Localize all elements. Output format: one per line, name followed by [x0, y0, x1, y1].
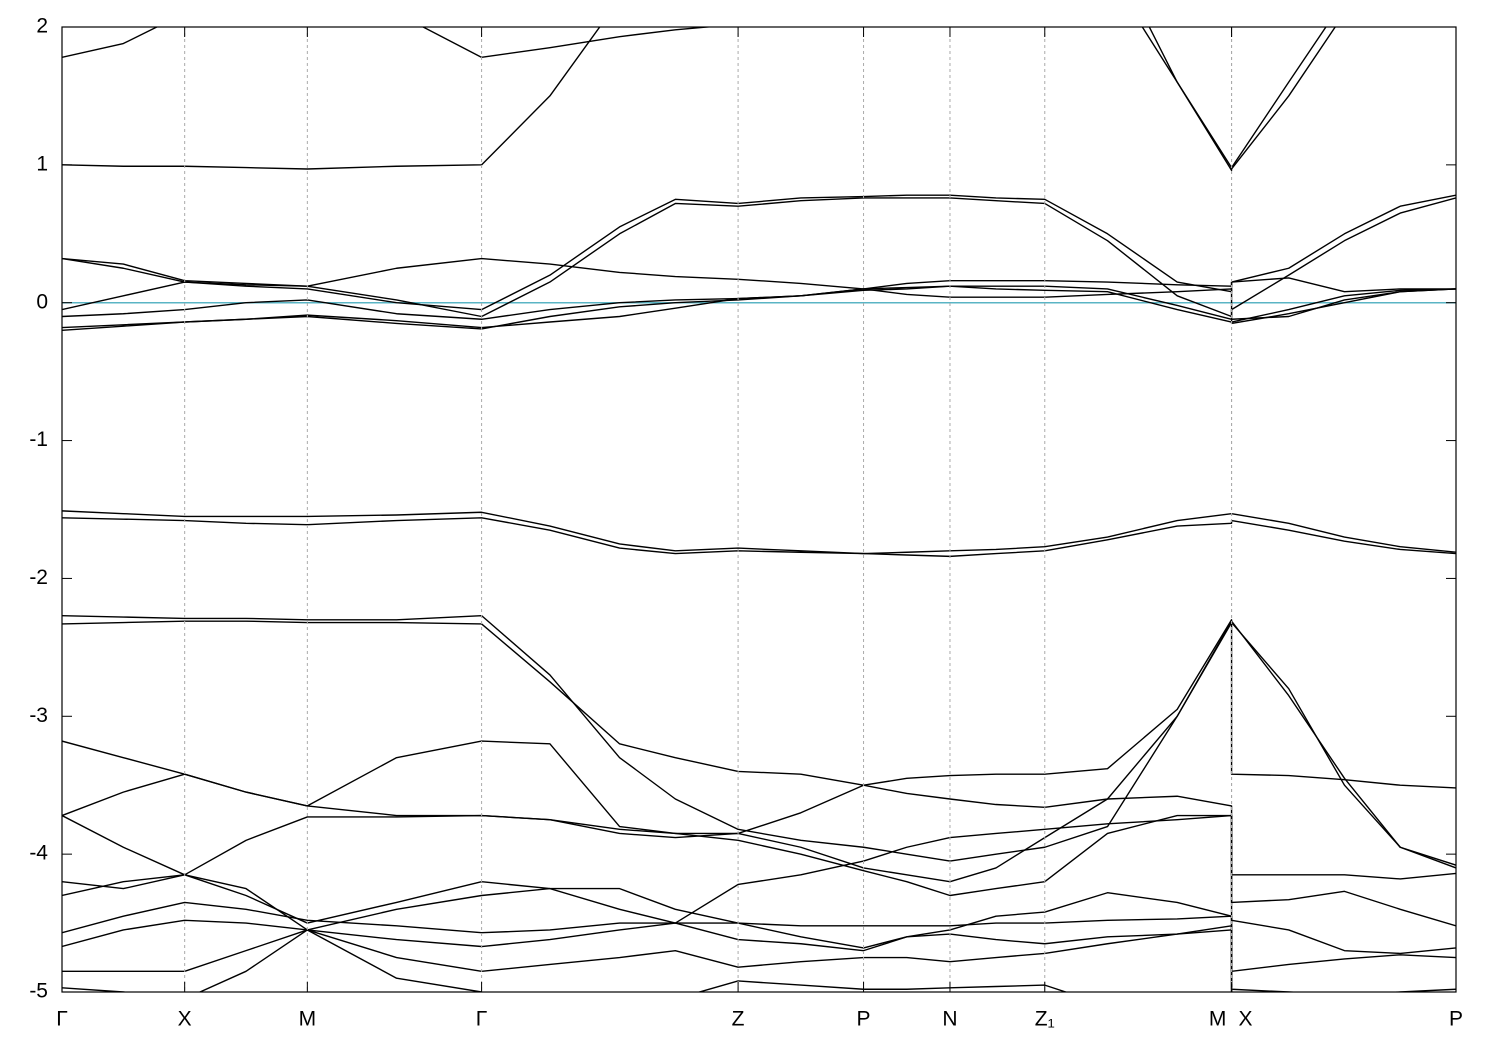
band-line — [62, 285, 1456, 331]
x-tick-label: P — [857, 1008, 871, 1031]
plot-border — [61, 26, 1457, 993]
band-line — [62, 510, 1456, 555]
band-line — [62, 619, 1456, 835]
y-tick-label: -5 — [29, 980, 48, 1003]
x-tick-label: X — [178, 1008, 192, 1031]
band-line — [62, 773, 1456, 883]
y-tick-label: -4 — [29, 842, 48, 865]
band-line — [62, 285, 1456, 330]
y-tick-label: 2 — [36, 15, 48, 38]
y-tick-label: 0 — [36, 290, 48, 313]
x-tick-label: Γ — [476, 1008, 488, 1031]
band-line — [62, 288, 1456, 320]
x-tick-label: M — [1209, 1008, 1227, 1031]
band-line — [62, 620, 1456, 866]
band-line — [62, 901, 1456, 992]
band-line — [62, 814, 1456, 955]
x-tick-label: Z — [732, 1008, 745, 1031]
band-line — [62, 517, 1456, 558]
band-line — [62, 814, 1456, 927]
band-line — [62, 925, 1233, 992]
x-tick-label: N — [942, 1008, 957, 1031]
x-tick-label: P — [1449, 1008, 1463, 1031]
x-tick-label: X — [1239, 1008, 1253, 1031]
y-tick-label: -3 — [29, 704, 48, 727]
band-line — [62, 27, 1327, 169]
band-line — [62, 929, 1068, 992]
band-line — [62, 27, 1337, 172]
y-tick-label: -1 — [29, 428, 48, 451]
y-tick-label: -2 — [29, 566, 48, 589]
band-line — [62, 194, 1456, 311]
x-tick-label: Γ — [56, 1008, 68, 1031]
x-tick-label: Z₁ — [1035, 1008, 1055, 1031]
y-tick-label: 1 — [36, 152, 48, 175]
plot-area — [62, 27, 1456, 992]
x-tick-label: M — [299, 1008, 317, 1031]
band-line — [62, 919, 1233, 992]
